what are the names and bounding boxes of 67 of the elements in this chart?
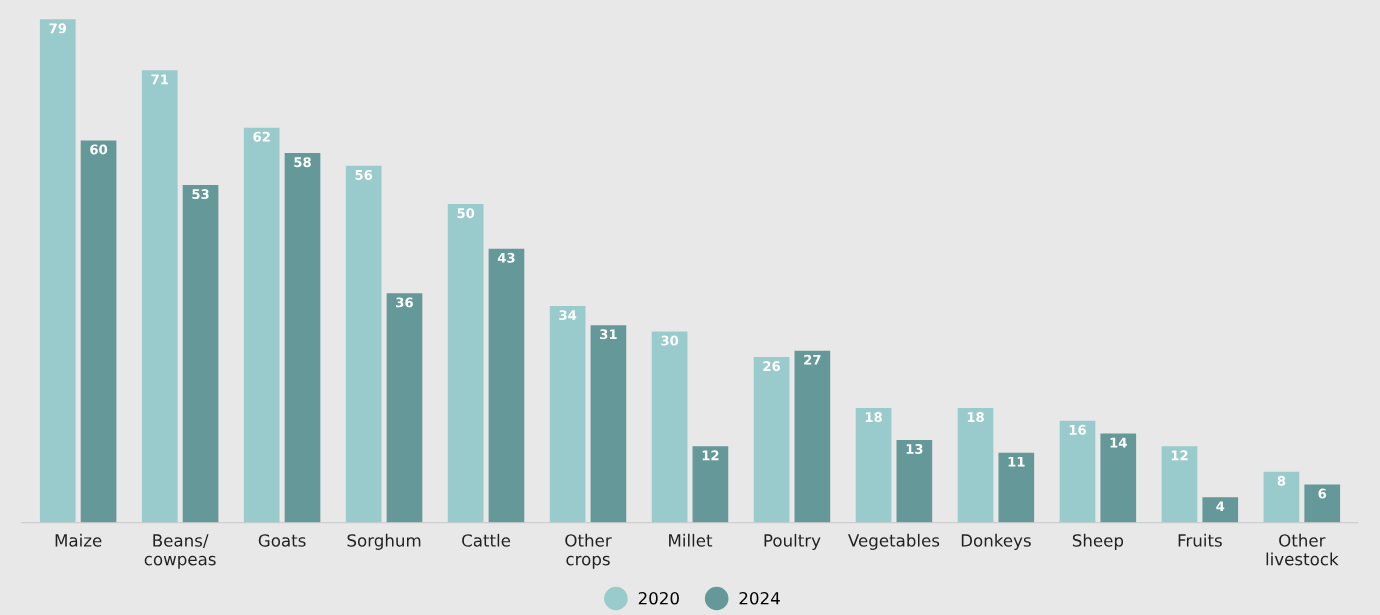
bar — [1263, 471, 1300, 523]
data-label: 27 — [804, 354, 821, 365]
x-tick-label: Millet — [669, 533, 713, 547]
x-tick-label: Fruits — [1178, 533, 1222, 547]
data-label: 36 — [396, 297, 413, 308]
bar — [1100, 433, 1137, 523]
bar — [80, 140, 117, 523]
x-tick-label: Sorghum — [347, 533, 421, 550]
bar — [386, 293, 423, 523]
data-label: 11 — [1008, 456, 1025, 467]
bar — [141, 70, 178, 523]
legend-label: 2024 — [739, 591, 780, 605]
x-tick-label: Other livestock — [1266, 533, 1339, 566]
data-label: 18 — [967, 412, 984, 423]
data-label: 18 — [865, 412, 882, 423]
data-label: 8 — [1277, 475, 1286, 486]
bar — [39, 19, 76, 523]
bar — [345, 165, 382, 523]
bar — [590, 325, 627, 523]
data-label: 16 — [1069, 424, 1086, 435]
bar — [896, 439, 933, 523]
data-label: 6 — [1318, 488, 1327, 499]
bar — [1304, 484, 1341, 523]
bar — [447, 204, 484, 523]
data-label: 58 — [294, 157, 311, 168]
bar — [243, 127, 280, 523]
bar — [855, 408, 892, 523]
bar — [753, 357, 790, 523]
data-label: 12 — [1171, 450, 1188, 461]
data-label: 31 — [600, 329, 617, 340]
bar — [1059, 420, 1096, 523]
data-label: 30 — [661, 335, 679, 346]
data-label: 26 — [763, 361, 781, 372]
x-tick-label: Sheep — [1072, 533, 1124, 550]
bar — [794, 350, 831, 523]
x-tick-label: Poultry — [764, 533, 821, 550]
data-label: 34 — [559, 310, 577, 321]
data-label: 62 — [253, 131, 270, 142]
x-tick-label: Donkeys — [961, 533, 1031, 550]
data-label: 4 — [1216, 501, 1225, 512]
x-tick-label: Cattle — [462, 533, 511, 547]
legend-label: 2020 — [638, 591, 679, 605]
x-tick-label: Beans/ cowpeas — [144, 534, 216, 569]
data-label: 56 — [355, 169, 373, 180]
x-tick-label: Goats — [258, 534, 306, 547]
bar — [549, 306, 586, 523]
bar — [1161, 446, 1198, 523]
x-tick-label: Vegetables — [848, 533, 940, 550]
bar — [182, 184, 219, 523]
data-label: 60 — [90, 144, 108, 155]
bar — [957, 408, 994, 523]
bar — [284, 153, 321, 523]
bar — [998, 452, 1035, 523]
data-label: 79 — [49, 23, 67, 34]
data-label: 50 — [457, 208, 475, 219]
bar — [1202, 497, 1239, 523]
data-label: 12 — [702, 450, 719, 461]
bar — [488, 248, 525, 523]
data-label: 71 — [151, 74, 169, 85]
data-label: 13 — [906, 443, 923, 454]
data-label: 53 — [192, 189, 209, 200]
data-label: 43 — [497, 252, 515, 263]
bar — [692, 446, 729, 523]
bar — [651, 331, 688, 523]
x-tick-label: Other crops — [565, 533, 612, 569]
x-tick-label: Maize — [55, 533, 102, 547]
data-label: 14 — [1110, 437, 1127, 448]
